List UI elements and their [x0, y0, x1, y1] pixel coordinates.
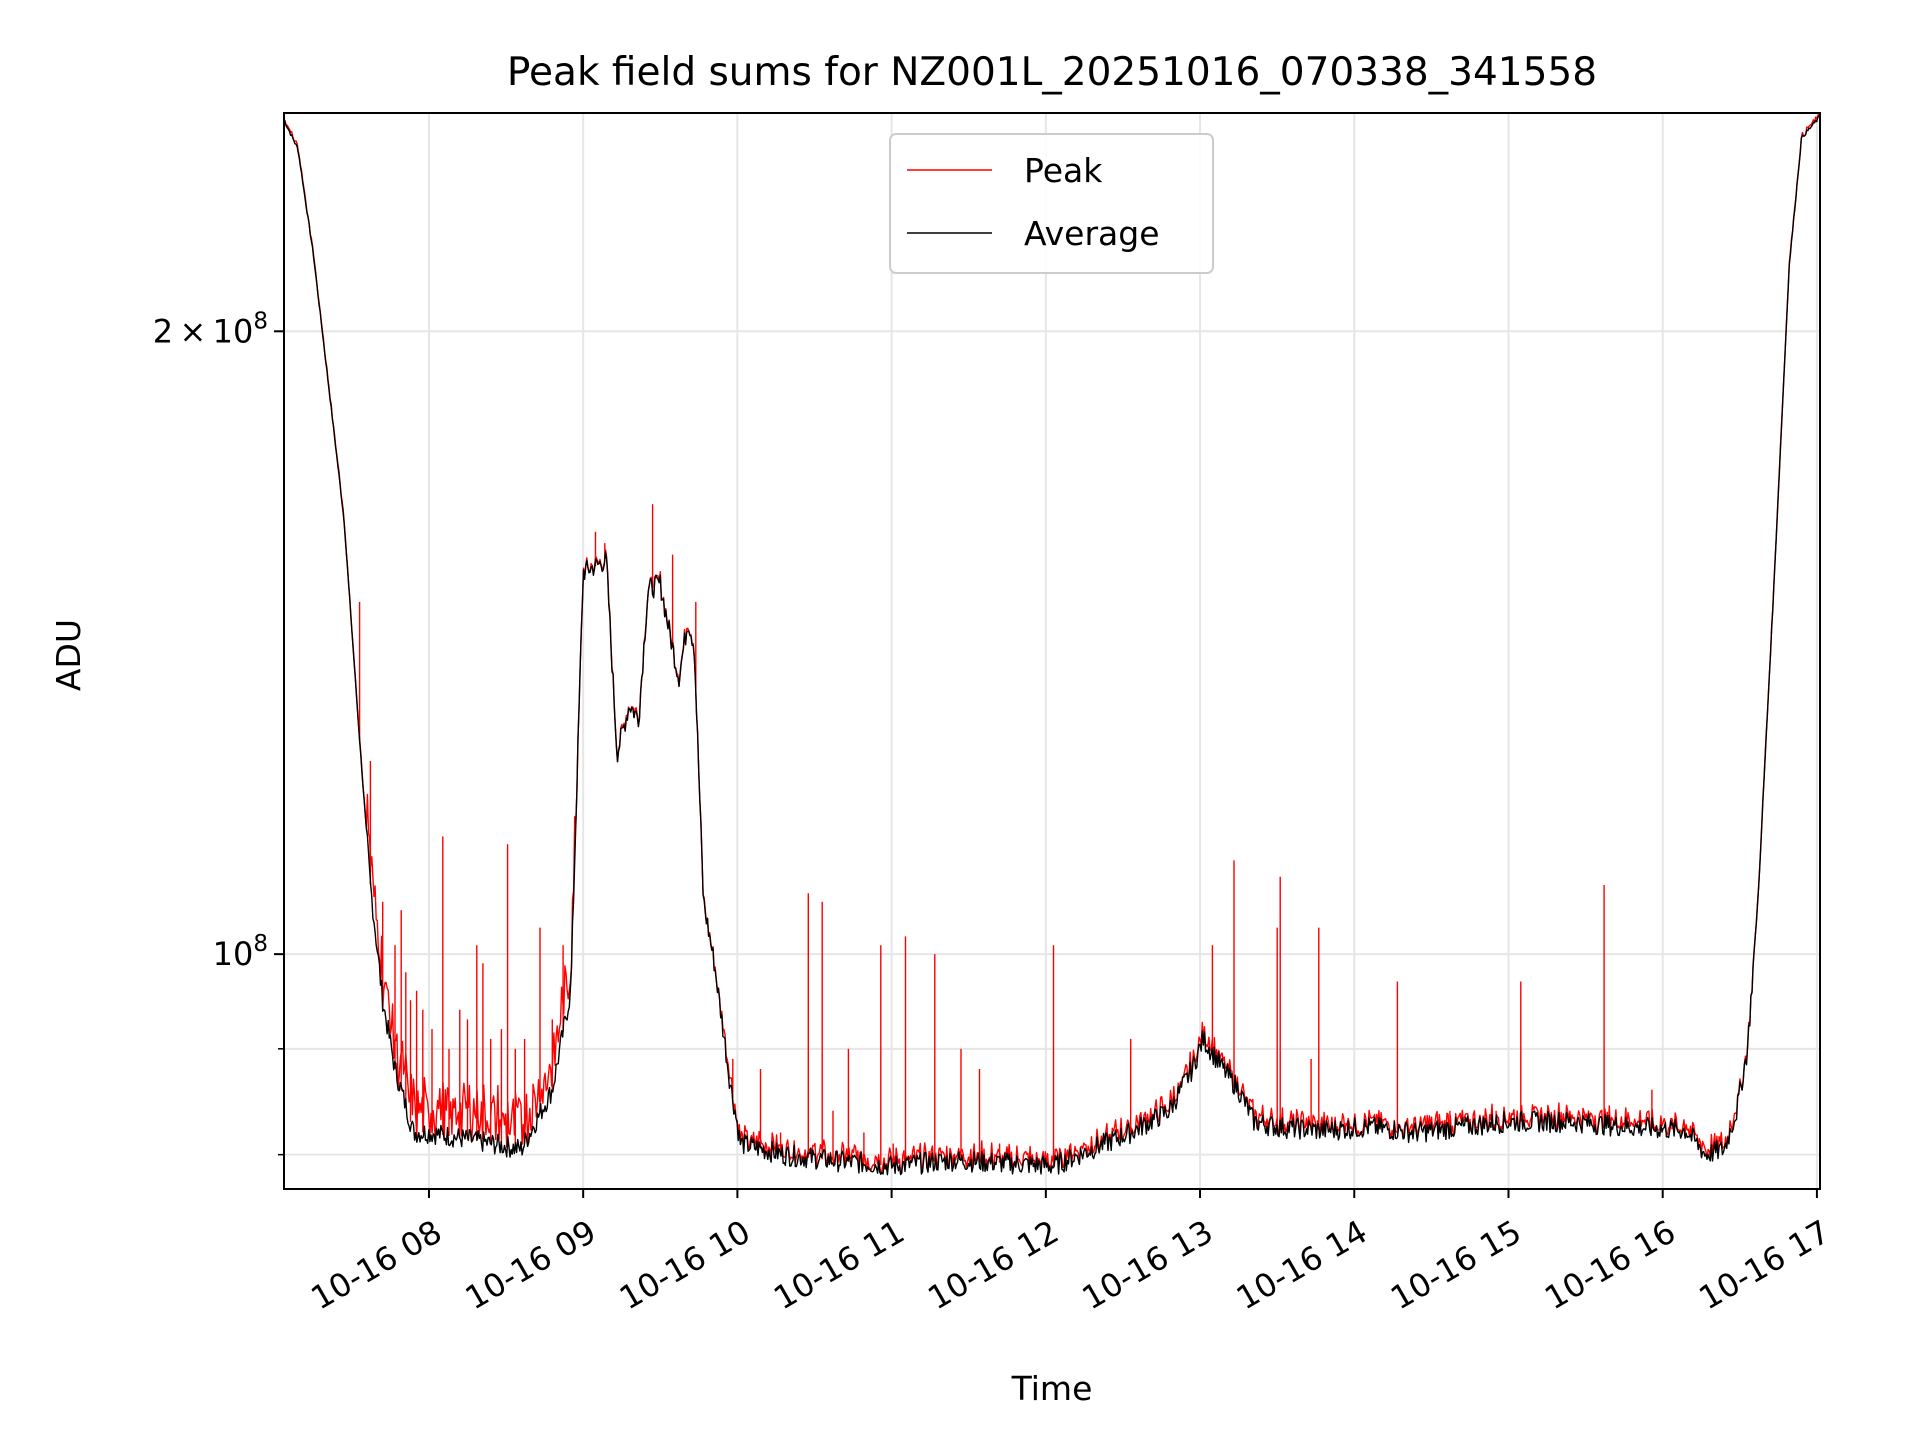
y-tick-times: ×: [173, 312, 213, 350]
grid-layer: [284, 113, 1820, 1189]
y-tick-exponent: 8: [253, 308, 268, 334]
legend: Peak Average: [889, 133, 1214, 274]
y-tick-label: 2 × 108: [153, 308, 268, 350]
y-tick-label: 108: [213, 931, 268, 973]
y-axis-label: ADU: [49, 619, 88, 691]
legend-label-peak: Peak: [1024, 151, 1103, 190]
y-tick-exponent: 8: [253, 931, 268, 957]
plot-frame: [283, 112, 1821, 1190]
series-layer: [283, 113, 1821, 1176]
y-tick-mantissa: 2: [153, 312, 173, 350]
chart-title: Peak field sums for NZ001L_20251016_0703…: [507, 50, 1597, 95]
legend-box: [889, 133, 1214, 274]
series-line-average: [283, 115, 1821, 1176]
legend-label-average: Average: [1024, 214, 1160, 253]
y-tick-base: 10: [213, 312, 254, 350]
x-axis-label: Time: [1011, 1369, 1093, 1408]
y-tick-base: 10: [213, 935, 254, 973]
